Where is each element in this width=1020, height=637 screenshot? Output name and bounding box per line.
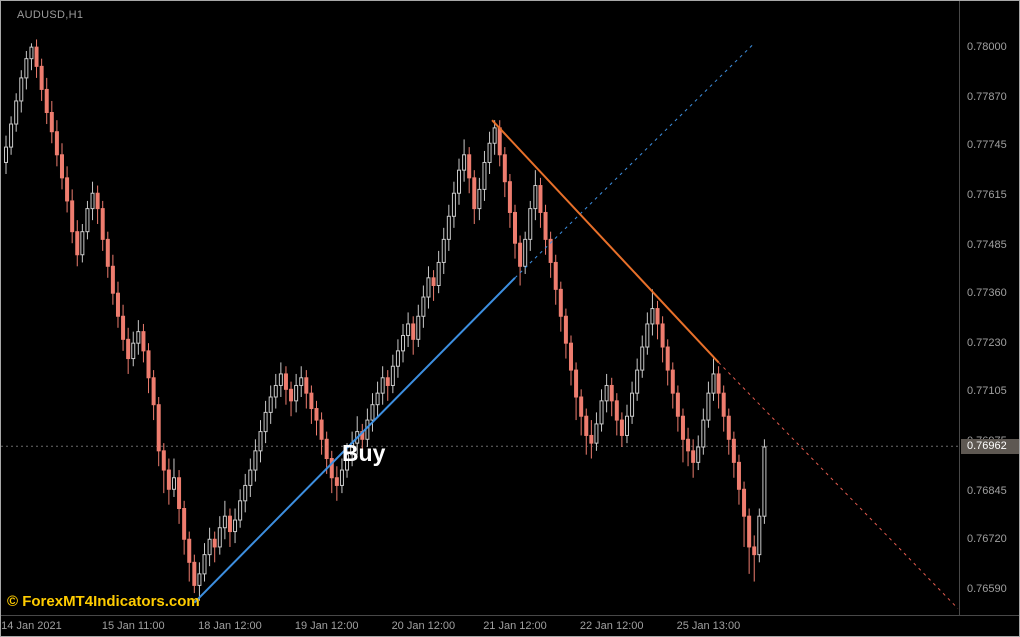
price-axis-label: 0.77230 xyxy=(967,337,1007,350)
time-axis-label: 21 Jan 12:00 xyxy=(483,620,547,632)
price-axis-label: 0.76720 xyxy=(967,533,1007,546)
uptrend-line-extension[interactable] xyxy=(514,42,755,279)
symbol-timeframe-label: AUDUSD,H1 xyxy=(17,9,84,21)
current-price-badge: 0.76962 xyxy=(961,439,1019,455)
downtrend-line-extension[interactable] xyxy=(718,362,959,609)
price-axis-label: 0.76590 xyxy=(967,583,1007,596)
uptrend-line-solid[interactable] xyxy=(193,277,516,604)
candle-series xyxy=(4,39,767,601)
price-axis-label: 0.77745 xyxy=(967,139,1007,152)
price-axis-label: 0.77615 xyxy=(967,189,1007,202)
candlestick-chart: Buy xyxy=(1,39,959,609)
price-axis[interactable]: 0.78000 0.77870 0.77745 0.77615 0.77485 0.773… xyxy=(960,1,1019,615)
buy-annotation[interactable]: Buy xyxy=(342,440,386,466)
price-axis-label: 0.76845 xyxy=(967,485,1007,498)
price-axis-label: 0.78000 xyxy=(967,41,1007,54)
downtrend-line-solid[interactable] xyxy=(491,119,720,364)
price-axis-label: 0.77105 xyxy=(967,385,1007,398)
time-axis-label: 14 Jan 2021 xyxy=(1,620,62,632)
time-axis-label: 22 Jan 12:00 xyxy=(579,620,644,632)
price-axis-label: 0.77870 xyxy=(967,91,1007,104)
time-axis-label: 18 Jan 12:00 xyxy=(198,620,262,632)
time-axis[interactable]: 14 Jan 2021 15 Jan 11:00 18 Jan 12:00 19 Ja… xyxy=(1,615,1019,636)
time-axis-label: 15 Jan 11:00 xyxy=(101,620,165,632)
price-axis-label: 0.77360 xyxy=(967,287,1007,300)
time-axis-label: 19 Jan 12:00 xyxy=(294,620,359,632)
time-axis-label: 20 Jan 12:00 xyxy=(391,620,456,632)
watermark: © ForexMT4Indicators.com xyxy=(7,593,200,610)
time-axis-label: 25 Jan 13:00 xyxy=(676,620,741,632)
price-axis-label: 0.77485 xyxy=(967,239,1007,252)
chart-plot-area[interactable]: Buy xyxy=(1,1,960,615)
